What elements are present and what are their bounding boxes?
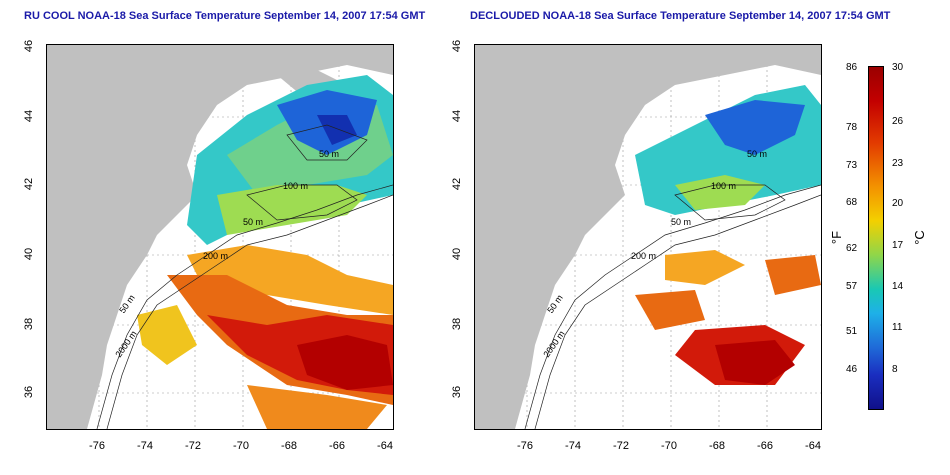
contour-label: 50 m [671, 217, 692, 227]
sst-field [137, 75, 393, 429]
cb-f-label: 78 [846, 122, 858, 133]
contour-label: 200 m [203, 251, 229, 261]
right-map-title: DECLOUDED NOAA-18 Sea Surface Temperatur… [470, 10, 891, 22]
contour-label: 50 m [243, 217, 264, 227]
cb-c-label: 20 [892, 198, 904, 209]
cb-f-label: 86 [846, 62, 858, 73]
x-tick-label: -74 [137, 440, 153, 452]
x-tick-label: -68 [709, 440, 725, 452]
cb-c-label: 17 [892, 240, 904, 251]
y-tick-label: 42 [23, 177, 35, 191]
left-map-title: RU COOL NOAA-18 Sea Surface Temperature … [24, 10, 426, 22]
x-tick-label: -64 [805, 440, 821, 452]
cb-c-label: 14 [892, 281, 904, 292]
y-tick-label: 46 [23, 39, 35, 53]
contour-label: 50 m [319, 149, 340, 159]
x-tick-label: -64 [377, 440, 393, 452]
contour-label: 100 m [283, 181, 309, 191]
colorbar-unit-f: °F [829, 230, 845, 245]
cb-c-label: 11 [892, 322, 903, 333]
contour-label: 50 m [747, 149, 768, 159]
cb-f-label: 73 [846, 160, 858, 171]
cb-f-label: 51 [846, 326, 858, 337]
right-sst-map: 50 m 100 m 50 m 200 m 50 m 2000 m [474, 44, 822, 430]
x-tick-label: -66 [757, 440, 773, 452]
cb-c-label: 23 [892, 158, 904, 169]
y-tick-label: 44 [451, 109, 463, 123]
cb-f-label: 68 [846, 197, 858, 208]
left-sst-map: 50 m 100 m 50 m 200 m 50 m 2000 m [46, 44, 394, 430]
y-tick-label: 38 [451, 317, 463, 331]
y-tick-label: 40 [23, 247, 35, 261]
x-tick-label: -76 [89, 440, 105, 452]
contour-label: 200 m [631, 251, 657, 261]
cb-f-label: 57 [846, 281, 858, 292]
y-tick-label: 44 [23, 109, 35, 123]
cb-f-label: 62 [846, 243, 858, 254]
x-tick-label: -74 [565, 440, 581, 452]
y-tick-label: 42 [451, 177, 463, 191]
cb-c-label: 30 [892, 62, 904, 73]
cb-c-label: 8 [892, 364, 898, 375]
x-tick-label: -72 [613, 440, 629, 452]
temperature-colorbar [868, 66, 884, 410]
y-tick-label: 46 [451, 39, 463, 53]
land-mass [475, 45, 821, 429]
y-tick-label: 40 [451, 247, 463, 261]
x-tick-label: -70 [233, 440, 249, 452]
land-mass [47, 45, 393, 429]
y-tick-label: 36 [23, 385, 35, 399]
x-tick-label: -70 [661, 440, 677, 452]
contour-label: 100 m [711, 181, 737, 191]
x-tick-label: -68 [281, 440, 297, 452]
y-tick-label: 36 [451, 385, 463, 399]
sst-field [635, 85, 821, 385]
cb-c-label: 26 [892, 116, 904, 127]
x-tick-label: -76 [517, 440, 533, 452]
colorbar-unit-c: °C [911, 230, 927, 245]
x-tick-label: -66 [329, 440, 345, 452]
x-tick-label: -72 [185, 440, 201, 452]
cb-f-label: 46 [846, 364, 858, 375]
y-tick-label: 38 [23, 317, 35, 331]
